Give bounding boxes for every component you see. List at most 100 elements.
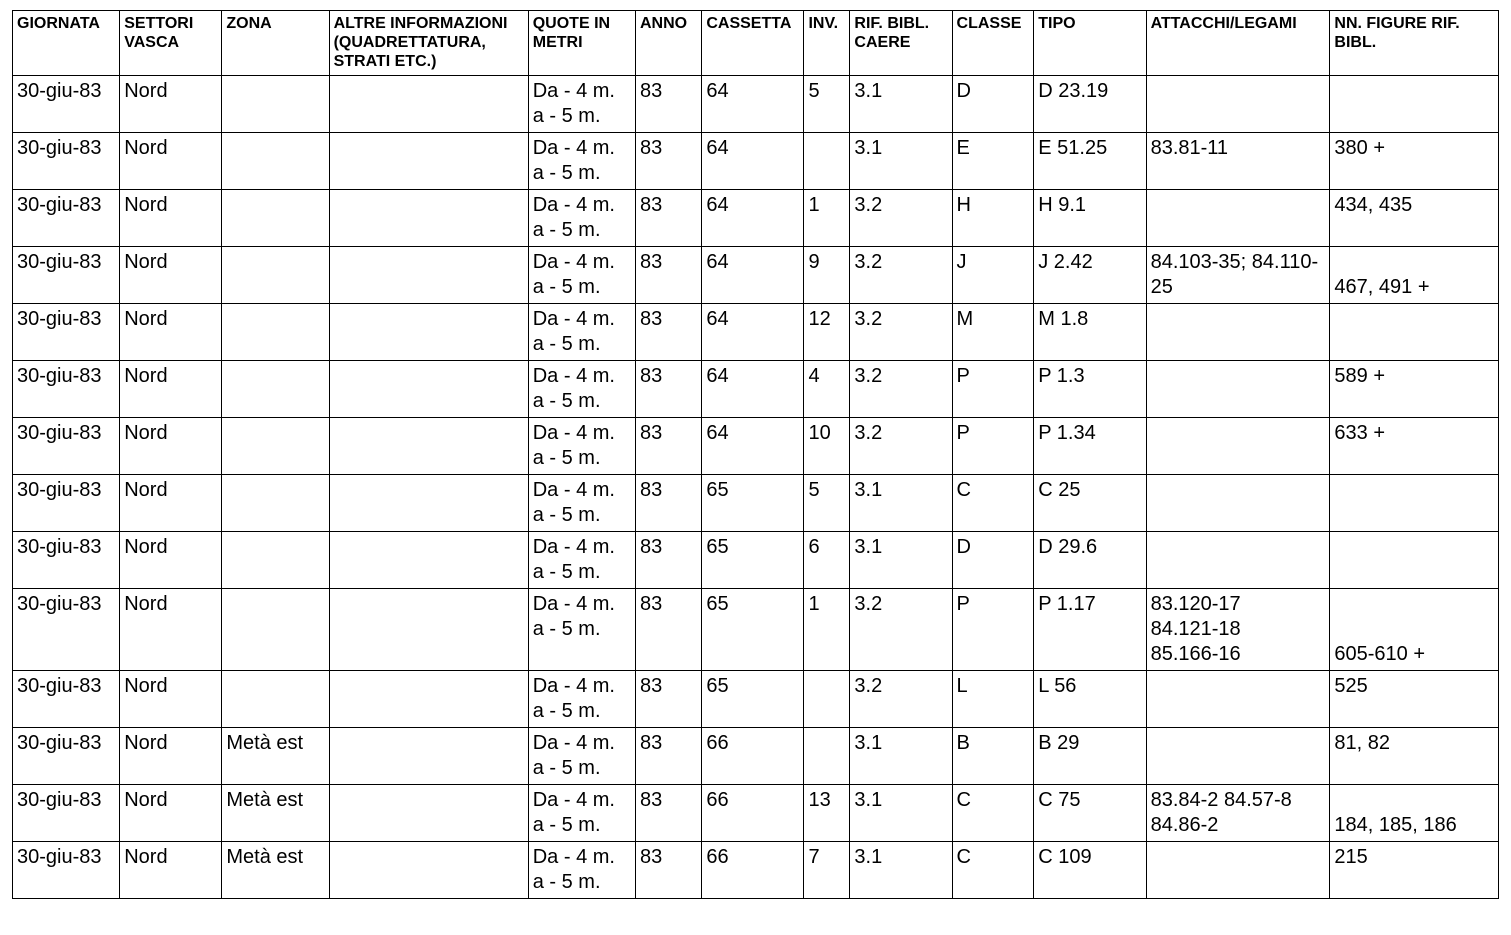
data-table: GIORNATASETTORI VASCAZONAALTRE INFORMAZI… bbox=[12, 10, 1499, 899]
table-cell: 65 bbox=[702, 531, 804, 588]
table-cell: C 109 bbox=[1034, 841, 1146, 898]
table-cell: 30-giu-83 bbox=[13, 727, 120, 784]
table-cell: 83.84-2 84.57-8 84.86-2 bbox=[1146, 784, 1330, 841]
table-cell: Da - 4 m. a - 5 m. bbox=[528, 588, 635, 670]
table-cell: 184, 185, 186 bbox=[1330, 784, 1499, 841]
table-cell: D bbox=[952, 75, 1034, 132]
table-cell: M bbox=[952, 303, 1034, 360]
table-cell bbox=[804, 727, 850, 784]
table-cell: B bbox=[952, 727, 1034, 784]
table-cell: H 9.1 bbox=[1034, 189, 1146, 246]
table-cell: 65 bbox=[702, 588, 804, 670]
table-cell: 65 bbox=[702, 474, 804, 531]
table-cell: 3.1 bbox=[850, 75, 952, 132]
table-cell bbox=[1146, 531, 1330, 588]
table-cell: 30-giu-83 bbox=[13, 841, 120, 898]
table-cell: 83 bbox=[635, 727, 701, 784]
table-cell: H bbox=[952, 189, 1034, 246]
page-container: GIORNATASETTORI VASCAZONAALTRE INFORMAZI… bbox=[0, 0, 1511, 909]
table-row: 30-giu-83NordDa - 4 m. a - 5 m.8364103.2… bbox=[13, 417, 1499, 474]
col-header-0: GIORNATA bbox=[13, 11, 120, 76]
table-cell: C 25 bbox=[1034, 474, 1146, 531]
table-cell: 64 bbox=[702, 246, 804, 303]
table-cell: 30-giu-83 bbox=[13, 670, 120, 727]
col-header-4: QUOTE IN METRI bbox=[528, 11, 635, 76]
table-cell: 1 bbox=[804, 189, 850, 246]
table-cell: Da - 4 m. a - 5 m. bbox=[528, 531, 635, 588]
table-cell bbox=[1330, 474, 1499, 531]
table-cell: 83.120-17 84.121-18 85.166-16 bbox=[1146, 588, 1330, 670]
table-cell bbox=[222, 670, 329, 727]
table-cell: J 2.42 bbox=[1034, 246, 1146, 303]
table-cell: M 1.8 bbox=[1034, 303, 1146, 360]
table-cell: Da - 4 m. a - 5 m. bbox=[528, 132, 635, 189]
table-cell: 83.81-11 bbox=[1146, 132, 1330, 189]
table-cell: C bbox=[952, 784, 1034, 841]
table-cell bbox=[222, 360, 329, 417]
table-cell: Da - 4 m. a - 5 m. bbox=[528, 75, 635, 132]
table-cell: 64 bbox=[702, 303, 804, 360]
table-cell: 9 bbox=[804, 246, 850, 303]
table-cell: 83 bbox=[635, 246, 701, 303]
table-cell bbox=[1146, 417, 1330, 474]
table-cell: 64 bbox=[702, 189, 804, 246]
table-cell: 3.1 bbox=[850, 474, 952, 531]
table-cell: P 1.17 bbox=[1034, 588, 1146, 670]
table-cell: 1 bbox=[804, 588, 850, 670]
table-cell: 81, 82 bbox=[1330, 727, 1499, 784]
table-cell: 83 bbox=[635, 360, 701, 417]
table-cell: 633 + bbox=[1330, 417, 1499, 474]
table-cell: L 56 bbox=[1034, 670, 1146, 727]
table-cell bbox=[329, 303, 528, 360]
table-cell: 3.2 bbox=[850, 588, 952, 670]
table-cell bbox=[222, 303, 329, 360]
table-cell: 83 bbox=[635, 670, 701, 727]
table-cell: 6 bbox=[804, 531, 850, 588]
table-cell bbox=[1146, 75, 1330, 132]
table-cell: 83 bbox=[635, 841, 701, 898]
table-cell bbox=[804, 670, 850, 727]
table-cell: 30-giu-83 bbox=[13, 588, 120, 670]
table-cell: 65 bbox=[702, 670, 804, 727]
table-cell bbox=[329, 727, 528, 784]
table-cell: 30-giu-83 bbox=[13, 75, 120, 132]
table-body: 30-giu-83NordDa - 4 m. a - 5 m.836453.1D… bbox=[13, 75, 1499, 898]
table-cell: 83 bbox=[635, 132, 701, 189]
table-cell: 83 bbox=[635, 784, 701, 841]
table-row: 30-giu-83NordDa - 4 m. a - 5 m.836413.2H… bbox=[13, 189, 1499, 246]
table-cell: Nord bbox=[120, 474, 222, 531]
table-cell: Nord bbox=[120, 417, 222, 474]
table-cell: 5 bbox=[804, 474, 850, 531]
table-row: 30-giu-83NordDa - 4 m. a - 5 m.836563.1D… bbox=[13, 531, 1499, 588]
table-cell: 64 bbox=[702, 75, 804, 132]
table-cell: 3.2 bbox=[850, 360, 952, 417]
table-cell: 83 bbox=[635, 417, 701, 474]
table-cell: 30-giu-83 bbox=[13, 417, 120, 474]
table-row: 30-giu-83NordDa - 4 m. a - 5 m.836513.2P… bbox=[13, 588, 1499, 670]
table-cell: 30-giu-83 bbox=[13, 531, 120, 588]
table-cell bbox=[222, 189, 329, 246]
table-cell: 30-giu-83 bbox=[13, 784, 120, 841]
table-cell bbox=[329, 189, 528, 246]
table-cell: 83 bbox=[635, 588, 701, 670]
table-cell bbox=[1146, 670, 1330, 727]
col-header-3: ALTRE INFORMAZIONI (QUADRETTATURA, STRAT… bbox=[329, 11, 528, 76]
table-cell bbox=[1146, 360, 1330, 417]
table-cell: 5 bbox=[804, 75, 850, 132]
table-cell: D bbox=[952, 531, 1034, 588]
table-cell: E bbox=[952, 132, 1034, 189]
table-cell: Da - 4 m. a - 5 m. bbox=[528, 360, 635, 417]
table-cell: Nord bbox=[120, 246, 222, 303]
table-cell: 3.1 bbox=[850, 132, 952, 189]
table-cell: 7 bbox=[804, 841, 850, 898]
table-cell bbox=[222, 417, 329, 474]
table-cell: 215 bbox=[1330, 841, 1499, 898]
table-header-row: GIORNATASETTORI VASCAZONAALTRE INFORMAZI… bbox=[13, 11, 1499, 76]
table-cell: 66 bbox=[702, 727, 804, 784]
table-cell: 3.1 bbox=[850, 727, 952, 784]
table-cell: 83 bbox=[635, 189, 701, 246]
table-row: 30-giu-83NordMetà estDa - 4 m. a - 5 m.8… bbox=[13, 841, 1499, 898]
table-row: 30-giu-83NordDa - 4 m. a - 5 m.8364123.2… bbox=[13, 303, 1499, 360]
table-row: 30-giu-83NordDa - 4 m. a - 5 m.836553.1C… bbox=[13, 474, 1499, 531]
col-header-10: TIPO bbox=[1034, 11, 1146, 76]
